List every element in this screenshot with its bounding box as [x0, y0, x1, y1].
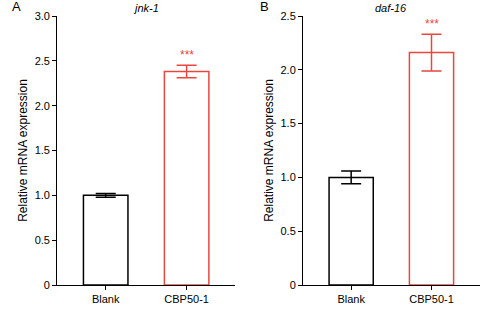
svg-text:2.5: 2.5 — [35, 55, 50, 67]
svg-text:Blank: Blank — [92, 293, 120, 305]
svg-text:CBP50-1: CBP50-1 — [409, 293, 454, 305]
svg-text:2.0: 2.0 — [280, 64, 295, 76]
svg-text:1.0: 1.0 — [280, 171, 295, 183]
svg-text:0: 0 — [44, 279, 50, 291]
svg-text:0: 0 — [290, 279, 296, 291]
svg-text:jnk-1: jnk-1 — [133, 2, 159, 14]
svg-text:0.5: 0.5 — [280, 225, 295, 237]
svg-text:1.5: 1.5 — [35, 144, 50, 156]
svg-text:B: B — [260, 0, 269, 14]
svg-text:2.5: 2.5 — [280, 10, 295, 22]
svg-text:1.5: 1.5 — [280, 117, 295, 129]
svg-text:3.0: 3.0 — [35, 10, 50, 22]
svg-text:1.0: 1.0 — [35, 189, 50, 201]
svg-text:Blank: Blank — [337, 293, 365, 305]
svg-text:daf-16: daf-16 — [375, 2, 407, 14]
svg-text:A: A — [12, 0, 21, 14]
svg-text:Relative mRNA expression: Relative mRNA expression — [262, 79, 276, 222]
svg-text:2.0: 2.0 — [35, 100, 50, 112]
svg-text:CBP50-1: CBP50-1 — [164, 293, 209, 305]
svg-text:***: *** — [180, 48, 194, 62]
svg-text:***: *** — [425, 17, 439, 31]
svg-text:Relative mRNA expression: Relative mRNA expression — [16, 79, 30, 222]
svg-text:0.5: 0.5 — [35, 234, 50, 246]
